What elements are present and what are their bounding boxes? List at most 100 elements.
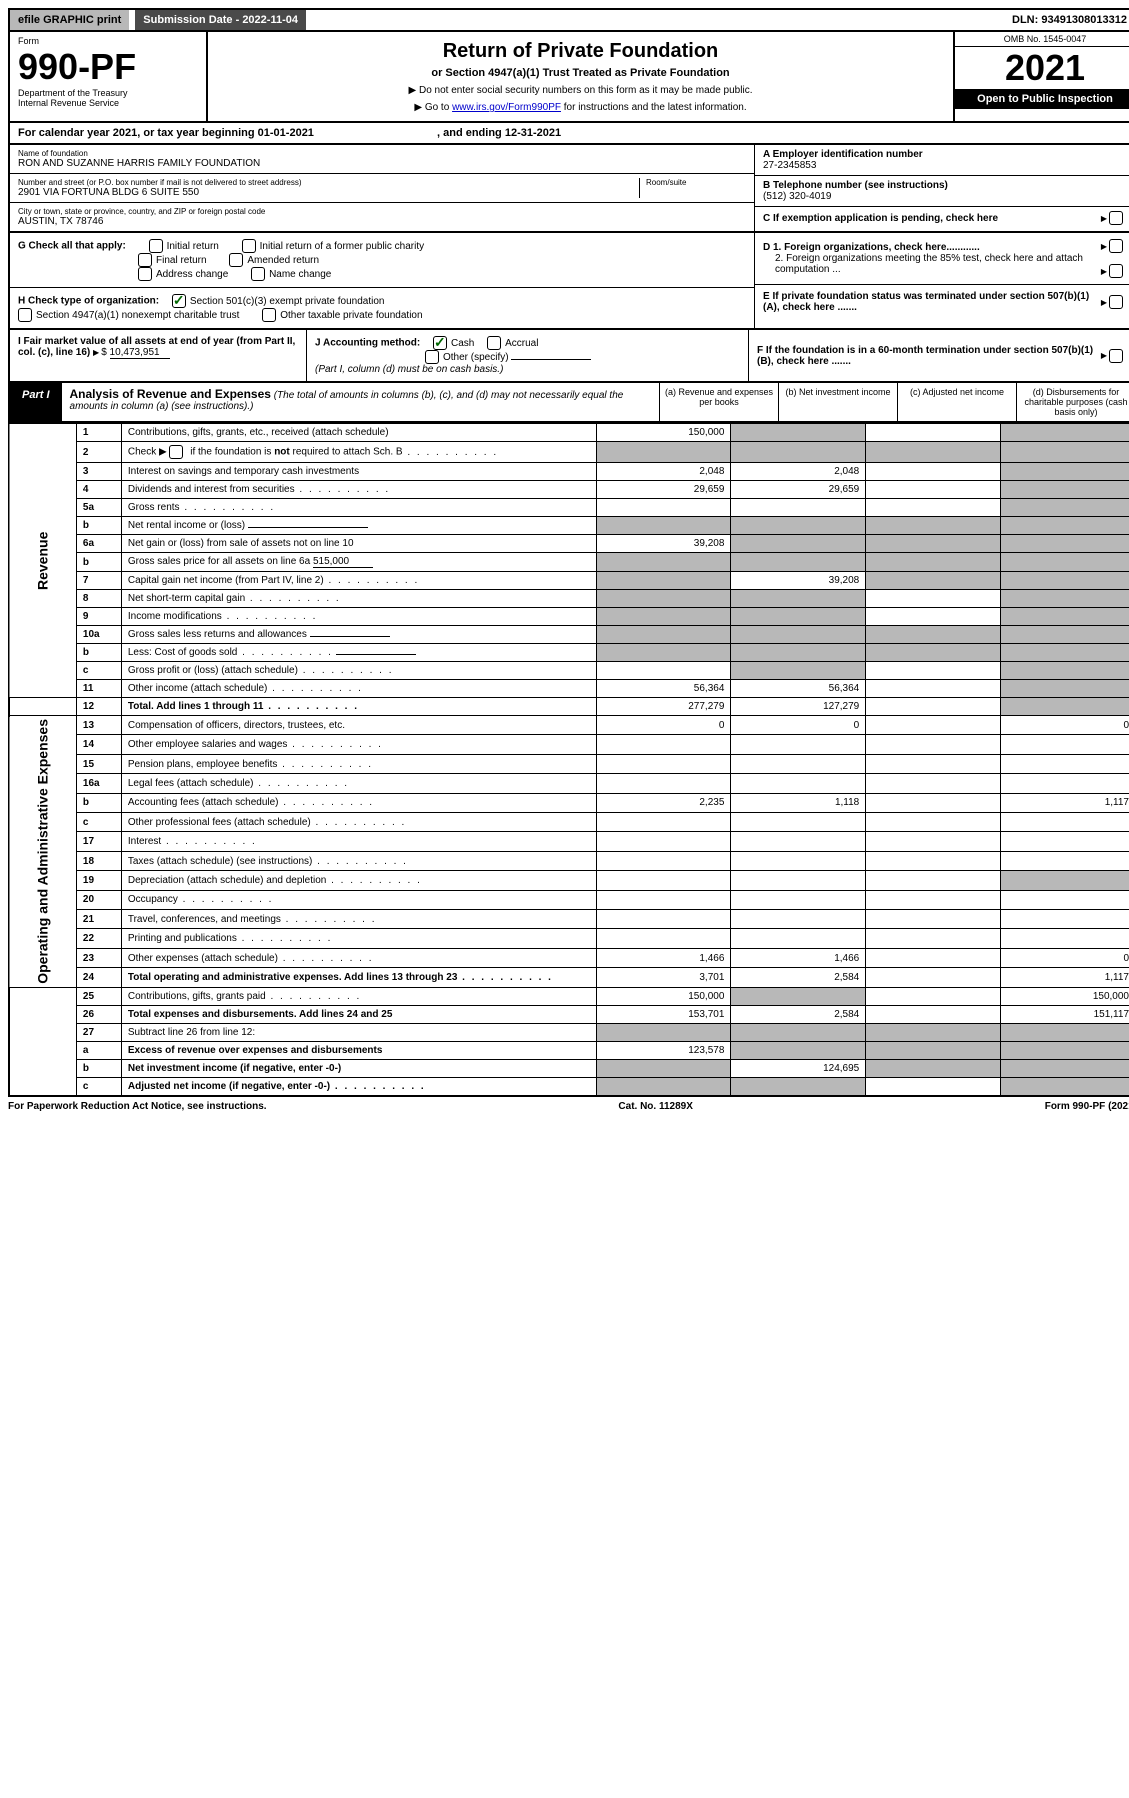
row-desc: Occupancy (128, 894, 178, 905)
row-desc: Gross sales less returns and allowances (128, 629, 307, 640)
row-num: 4 (76, 481, 121, 499)
initial-return-checkbox[interactable] (149, 239, 163, 253)
other-taxable-checkbox[interactable] (262, 308, 276, 322)
row-num: 18 (76, 851, 121, 870)
revenue-sidelabel: Revenue (9, 424, 76, 698)
form990pf-link[interactable]: www.irs.gov/Form990PF (452, 102, 561, 113)
other-method-checkbox[interactable] (425, 350, 439, 364)
part1-header: Part I Analysis of Revenue and Expenses … (8, 383, 1129, 423)
calendar-year-row: For calendar year 2021, or tax year begi… (8, 123, 1129, 145)
cell: 29,659 (596, 481, 731, 499)
row-num: c (76, 662, 121, 680)
row-num: c (76, 1077, 121, 1096)
row-desc: Net gain or (loss) from sale of assets n… (121, 535, 596, 553)
e-checkbox[interactable] (1109, 295, 1123, 309)
amended-return-checkbox[interactable] (229, 253, 243, 267)
city-label: City or town, state or province, country… (18, 207, 746, 216)
sch-b-checkbox[interactable] (169, 445, 183, 459)
row-num: 5a (76, 499, 121, 517)
final-return-checkbox[interactable] (138, 253, 152, 267)
row-desc: Contributions, gifts, grants, etc., rece… (121, 424, 596, 442)
note-ssn: ▶ Do not enter social security numbers o… (216, 85, 945, 96)
row-num: b (76, 793, 121, 812)
row-num: 6a (76, 535, 121, 553)
d1-checkbox[interactable] (1109, 239, 1123, 253)
cell: 124,695 (731, 1059, 866, 1077)
col-b-header: (b) Net investment income (778, 383, 897, 421)
col-a-header: (a) Revenue and expenses per books (659, 383, 778, 421)
cell: 123,578 (596, 1041, 731, 1059)
row-desc: Legal fees (attach schedule) (128, 778, 254, 789)
cell: 2,584 (731, 1005, 866, 1023)
irs: Internal Revenue Service (18, 98, 198, 108)
row-desc: Total operating and administrative expen… (128, 972, 458, 983)
cash-checkbox[interactable] (433, 336, 447, 350)
cell: 150,000 (596, 424, 731, 442)
row-desc: Pension plans, employee benefits (128, 759, 278, 770)
row-num: 17 (76, 832, 121, 851)
paperwork-notice: For Paperwork Reduction Act Notice, see … (8, 1101, 267, 1112)
room-label: Room/suite (646, 178, 746, 187)
city-state-zip: AUSTIN, TX 78746 (18, 216, 746, 227)
entity-info: Name of foundation RON AND SUZANNE HARRI… (8, 145, 1129, 233)
d1-label: D 1. Foreign organizations, check here..… (763, 242, 980, 253)
cell: 1,118 (731, 793, 866, 812)
address-change-checkbox[interactable] (138, 267, 152, 281)
efile-label[interactable]: efile GRAPHIC print (10, 10, 129, 30)
calyear-end: 12-31-2021 (505, 127, 561, 139)
cell: 3,701 (596, 968, 731, 988)
accrual-checkbox[interactable] (487, 336, 501, 350)
d2-checkbox[interactable] (1109, 264, 1123, 278)
ein-label: A Employer identification number (763, 149, 1127, 160)
d2-label: 2. Foreign organizations meeting the 85%… (763, 253, 1101, 275)
row-desc: Contributions, gifts, grants paid (128, 991, 266, 1002)
dept: Department of the Treasury (18, 88, 198, 98)
form-number: 990-PF (18, 46, 198, 88)
cell: 515,000 (313, 556, 373, 568)
exemption-checkbox[interactable] (1109, 211, 1123, 225)
cell: 2,235 (596, 793, 731, 812)
row-num: 22 (76, 929, 121, 948)
cat-no: Cat. No. 11289X (618, 1101, 692, 1112)
cell: 1,466 (596, 948, 731, 967)
row-num: 10a (76, 626, 121, 644)
page-footer: For Paperwork Reduction Act Notice, see … (8, 1097, 1129, 1116)
col-c-header: (c) Adjusted net income (897, 383, 1016, 421)
addr-label: Number and street (or P.O. box number if… (18, 178, 639, 187)
row-desc: Subtract line 26 from line 12: (121, 1023, 596, 1041)
row-desc: Total expenses and disbursements. Add li… (121, 1005, 596, 1023)
submission-date: Submission Date - 2022-11-04 (135, 10, 306, 30)
4947-checkbox[interactable] (18, 308, 32, 322)
calyear-pre: For calendar year 2021, or tax year begi… (18, 127, 258, 139)
row-num: b (76, 553, 121, 572)
cash-label: Cash (451, 338, 474, 349)
row-desc: Gross sales price for all assets on line… (128, 556, 310, 567)
f-label: F If the foundation is in a 60-month ter… (757, 345, 1093, 367)
row-num: 1 (76, 424, 121, 442)
accrual-label: Accrual (505, 338, 538, 349)
row-num: 2 (76, 442, 121, 463)
arrow-icon (1101, 350, 1109, 361)
calyear-begin: 01-01-2021 (258, 127, 314, 139)
cell: 56,364 (731, 680, 866, 698)
cell: 39,208 (596, 535, 731, 553)
cell: 0 (1001, 948, 1129, 967)
cell: 1,117 (1001, 968, 1129, 988)
row-desc: Other employee salaries and wages (128, 739, 288, 750)
initial-public-checkbox[interactable] (242, 239, 256, 253)
row-num: c (76, 813, 121, 832)
row-num: 16a (76, 774, 121, 793)
j-note: (Part I, column (d) must be on cash basi… (315, 364, 503, 375)
row-num: 15 (76, 754, 121, 773)
row-desc: Printing and publications (128, 933, 237, 944)
part1-title: Analysis of Revenue and Expenses (70, 387, 271, 401)
row-desc: Less: Cost of goods sold (128, 647, 238, 658)
expenses-sidelabel: Operating and Administrative Expenses (9, 716, 76, 988)
row-desc: Taxes (attach schedule) (see instruction… (128, 856, 313, 867)
name-change-checkbox[interactable] (251, 267, 265, 281)
501c3-checkbox[interactable] (172, 294, 186, 308)
f-checkbox[interactable] (1109, 349, 1123, 363)
row-desc: Income modifications (128, 611, 222, 622)
other-taxable-label: Other taxable private foundation (280, 310, 422, 321)
part1-table: Revenue 1Contributions, gifts, grants, e… (8, 423, 1129, 1097)
